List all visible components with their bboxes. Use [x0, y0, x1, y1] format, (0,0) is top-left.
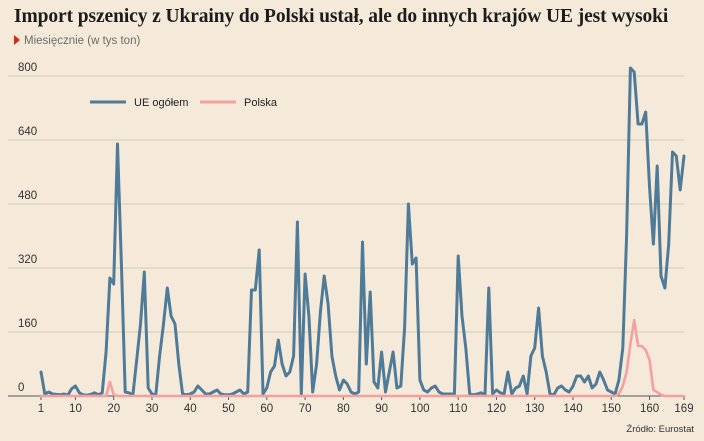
- x-tick-label: 150: [602, 403, 621, 415]
- y-tick-label: 160: [18, 318, 37, 330]
- subtitle-marker-icon: [14, 35, 20, 45]
- source-note: Źródło: Eurostat: [626, 424, 694, 435]
- y-tick-label: 0: [18, 382, 24, 394]
- x-tick-label: 90: [375, 403, 388, 415]
- series-line-ue: [39, 66, 686, 397]
- x-tick-label: 130: [525, 403, 544, 415]
- series-line-polska: [39, 318, 686, 398]
- chart-subtitle: Miesięcznie (w tys ton): [14, 35, 140, 47]
- x-tick-label: 160: [640, 403, 659, 415]
- y-tick-label: 800: [18, 62, 37, 74]
- y-tick-label: 640: [18, 126, 37, 138]
- x-tick-label: 169: [674, 403, 693, 415]
- x-tick-label: 40: [184, 403, 197, 415]
- legend: UE ogółem Polska: [90, 97, 278, 109]
- x-tick-label: 140: [563, 403, 582, 415]
- x-tick-label: 10: [69, 403, 82, 415]
- x-tick-label: 1: [38, 403, 44, 415]
- y-tick-label: 480: [18, 190, 37, 202]
- x-tick-label: 80: [337, 403, 350, 415]
- chart-title: Import pszenicy z Ukrainy do Polski usta…: [14, 6, 669, 27]
- legend-label: Polska: [244, 97, 278, 109]
- series-lines: [39, 66, 686, 398]
- x-tick-label: 120: [487, 403, 506, 415]
- x-tick-label: 70: [299, 403, 312, 415]
- y-tick-label: 320: [18, 254, 37, 266]
- x-tick-label: 110: [449, 403, 467, 415]
- x-tick-label: 60: [260, 403, 273, 415]
- x-tick-label: 30: [146, 403, 159, 415]
- x-tick-label: 100: [410, 403, 429, 415]
- legend-label: UE ogółem: [134, 97, 188, 109]
- y-axis-ticks: 0 160 320 480 640 800: [18, 62, 37, 394]
- subtitle-text: Miesięcznie (w tys ton): [24, 35, 141, 47]
- x-tick-label: 50: [222, 403, 235, 415]
- x-tick-label: 20: [107, 403, 120, 415]
- x-axis-ticks: 1 10 20 30 40 50 60 70 80 90 100 110 120 130 140 150 160…: [38, 396, 694, 415]
